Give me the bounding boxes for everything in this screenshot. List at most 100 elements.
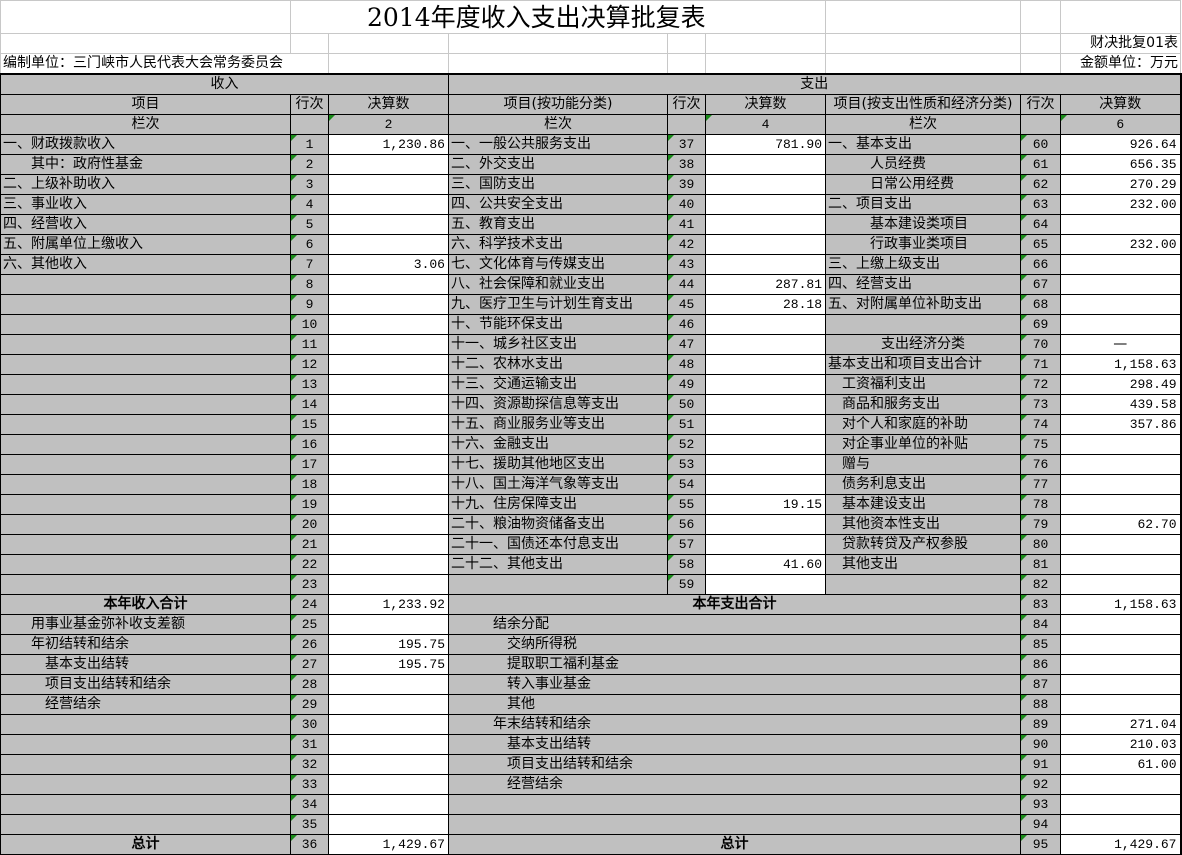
line-number[interactable]: 27: [290, 654, 329, 675]
income-item[interactable]: 一、财政拨款收入: [0, 134, 291, 155]
function-amount[interactable]: 781.90: [705, 134, 826, 155]
economic-amount[interactable]: [1060, 294, 1182, 315]
line-number[interactable]: 82: [1020, 574, 1061, 595]
expense-summary-amount[interactable]: 271.04: [1060, 714, 1182, 735]
cell[interactable]: [0, 0, 291, 34]
function-item[interactable]: 十九、住房保障支出: [448, 494, 668, 515]
preparing-unit[interactable]: 编制单位：三门峡市人民代表大会常务委员会: [0, 53, 329, 75]
economic-amount[interactable]: 1,158.63: [1060, 354, 1182, 375]
expense-summary-item[interactable]: 经营结余: [448, 774, 1021, 795]
line-number[interactable]: 29: [290, 694, 329, 715]
function-item[interactable]: 十二、农林水支出: [448, 354, 668, 375]
function-amount[interactable]: [705, 434, 826, 455]
line-number[interactable]: 78: [1020, 494, 1061, 515]
line-number[interactable]: 67: [1020, 274, 1061, 295]
economic-item[interactable]: 对企事业单位的补贴: [825, 434, 1021, 455]
currency-unit[interactable]: 金额单位：万元: [1060, 53, 1181, 75]
income-amount[interactable]: [328, 434, 449, 455]
income-amount[interactable]: [328, 294, 449, 315]
cell[interactable]: [328, 53, 449, 75]
function-item[interactable]: 八、社会保障和就业支出: [448, 274, 668, 295]
line-number[interactable]: 30: [290, 714, 329, 735]
income-amount[interactable]: [328, 354, 449, 375]
function-amount[interactable]: [705, 254, 826, 275]
column-no-label[interactable]: 栏次: [825, 114, 1021, 135]
line-number[interactable]: 95: [1020, 834, 1061, 855]
line-number[interactable]: 61: [1020, 154, 1061, 175]
function-item[interactable]: 二、外交支出: [448, 154, 668, 175]
function-item[interactable]: 七、文化体育与传媒支出: [448, 254, 668, 275]
income-item[interactable]: [0, 354, 291, 375]
income-item[interactable]: [0, 274, 291, 295]
cell[interactable]: [667, 33, 706, 54]
income-amount[interactable]: [328, 394, 449, 415]
income-header[interactable]: 收入: [0, 73, 449, 95]
function-amount[interactable]: [705, 174, 826, 195]
cell[interactable]: [1020, 33, 1061, 54]
function-amount[interactable]: [705, 214, 826, 235]
income-item[interactable]: [0, 494, 291, 515]
income-amount[interactable]: [328, 174, 449, 195]
line-number[interactable]: 50: [667, 394, 706, 415]
line-number[interactable]: 23: [290, 574, 329, 595]
cell[interactable]: [825, 53, 1021, 75]
income-item[interactable]: 三、事业收入: [0, 194, 291, 215]
function-amount[interactable]: [705, 454, 826, 475]
function-item[interactable]: 六、科学技术支出: [448, 234, 668, 255]
expense-summary-item[interactable]: 其他: [448, 694, 1021, 715]
line-number[interactable]: 83: [1020, 594, 1061, 615]
income-item[interactable]: [0, 414, 291, 435]
income-item[interactable]: [0, 794, 291, 815]
expense-summary-item[interactable]: [448, 814, 1021, 835]
economic-item[interactable]: 行政事业类项目: [825, 234, 1021, 255]
line-number[interactable]: 3: [290, 174, 329, 195]
line-number[interactable]: 81: [1020, 554, 1061, 575]
cell[interactable]: [448, 33, 668, 54]
economic-item[interactable]: 赠与: [825, 454, 1021, 475]
economic-amount[interactable]: 232.00: [1060, 234, 1182, 255]
line-no-header[interactable]: 行次: [290, 94, 329, 115]
cell[interactable]: [825, 0, 1021, 34]
economic-item[interactable]: 商品和服务支出: [825, 394, 1021, 415]
line-number[interactable]: 33: [290, 774, 329, 795]
economic-amount[interactable]: [1060, 254, 1182, 275]
income-item[interactable]: 六、其他收入: [0, 254, 291, 275]
economic-amount[interactable]: 62.70: [1060, 514, 1182, 535]
line-number[interactable]: 80: [1020, 534, 1061, 555]
line-number[interactable]: 5: [290, 214, 329, 235]
economic-item[interactable]: 基本建设支出: [825, 494, 1021, 515]
function-amount[interactable]: [705, 314, 826, 335]
line-number[interactable]: 87: [1020, 674, 1061, 695]
line-number[interactable]: 51: [667, 414, 706, 435]
line-number[interactable]: 12: [290, 354, 329, 375]
expense-summary-amount[interactable]: 61.00: [1060, 754, 1182, 775]
line-number[interactable]: 53: [667, 454, 706, 475]
function-amount[interactable]: 19.15: [705, 494, 826, 515]
line-number[interactable]: 89: [1020, 714, 1061, 735]
function-item[interactable]: 十四、资源勘探信息等支出: [448, 394, 668, 415]
column-no-label[interactable]: 栏次: [448, 114, 668, 135]
function-item[interactable]: 十六、金融支出: [448, 434, 668, 455]
function-item[interactable]: 九、医疗卫生与计划生育支出: [448, 294, 668, 315]
function-amount[interactable]: 41.60: [705, 554, 826, 575]
economic-item[interactable]: 四、经营支出: [825, 274, 1021, 295]
income-item[interactable]: 其中：政府性基金: [0, 154, 291, 175]
line-number[interactable]: 14: [290, 394, 329, 415]
function-item[interactable]: 二十、粮油物资储备支出: [448, 514, 668, 535]
income-item[interactable]: [0, 714, 291, 735]
function-item[interactable]: 十、节能环保支出: [448, 314, 668, 335]
economic-item[interactable]: 基本建设类项目: [825, 214, 1021, 235]
line-number[interactable]: 74: [1020, 414, 1061, 435]
income-item-header[interactable]: 项目: [0, 94, 291, 115]
line-number[interactable]: 93: [1020, 794, 1061, 815]
income-amount[interactable]: [328, 154, 449, 175]
line-number[interactable]: 19: [290, 494, 329, 515]
line-number[interactable]: 2: [290, 154, 329, 175]
line-number[interactable]: 73: [1020, 394, 1061, 415]
income-item[interactable]: [0, 814, 291, 835]
line-number[interactable]: 68: [1020, 294, 1061, 315]
expense-summary-amount[interactable]: [1060, 614, 1182, 635]
function-amount[interactable]: [705, 474, 826, 495]
income-item[interactable]: 本年收入合计: [0, 594, 291, 615]
economic-amount[interactable]: [1060, 554, 1182, 575]
